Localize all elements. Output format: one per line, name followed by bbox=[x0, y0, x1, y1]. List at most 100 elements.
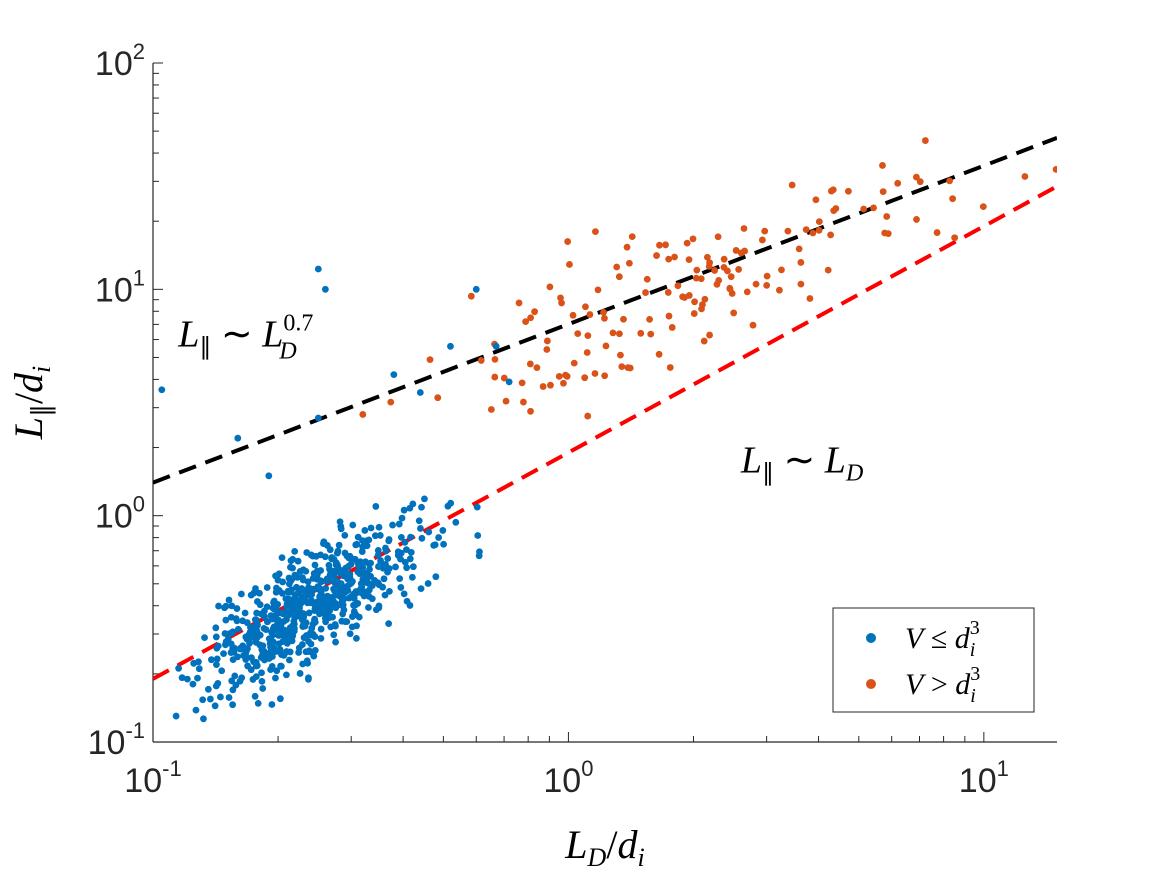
data-point bbox=[317, 577, 325, 585]
data-point bbox=[392, 563, 399, 571]
data-point bbox=[735, 266, 743, 273]
data-point bbox=[218, 667, 226, 675]
data-point bbox=[291, 571, 299, 579]
data-point bbox=[384, 555, 392, 562]
data-point bbox=[371, 532, 379, 540]
data-point bbox=[374, 551, 382, 559]
data-point bbox=[305, 674, 312, 682]
data-point bbox=[860, 205, 868, 213]
data-point bbox=[256, 589, 263, 597]
data-point bbox=[812, 196, 820, 204]
data-point bbox=[417, 585, 425, 593]
data-point bbox=[674, 282, 682, 290]
data-point bbox=[213, 661, 220, 668]
data-point bbox=[912, 173, 920, 181]
data-point bbox=[305, 609, 313, 617]
data-point bbox=[296, 611, 304, 619]
data-point bbox=[797, 259, 805, 266]
data-point bbox=[401, 558, 409, 566]
data-point bbox=[365, 604, 372, 611]
data-point bbox=[424, 580, 432, 587]
data-point bbox=[518, 379, 526, 387]
data-point bbox=[979, 203, 987, 210]
data-point bbox=[400, 506, 408, 514]
data-point bbox=[407, 533, 414, 541]
data-point bbox=[278, 589, 286, 597]
data-point bbox=[341, 618, 349, 625]
data-point bbox=[248, 654, 255, 662]
data-point bbox=[354, 533, 362, 541]
data-point bbox=[543, 346, 551, 353]
data-point bbox=[317, 567, 325, 574]
data-point bbox=[371, 577, 378, 584]
data-point bbox=[274, 621, 281, 628]
data-point bbox=[252, 585, 259, 592]
y-tick-label: 100 bbox=[95, 492, 145, 536]
data-point bbox=[776, 286, 783, 294]
data-point bbox=[827, 187, 835, 195]
data-point bbox=[241, 609, 249, 617]
data-point bbox=[234, 653, 241, 661]
data-point bbox=[274, 576, 282, 584]
data-point bbox=[307, 640, 315, 648]
data-point bbox=[367, 524, 375, 532]
data-point bbox=[390, 371, 398, 379]
data-point bbox=[884, 230, 892, 238]
x-axis-label: LD/di bbox=[564, 822, 644, 872]
data-point bbox=[492, 342, 500, 350]
data-point bbox=[417, 525, 424, 532]
y-tick-label: 10-1 bbox=[88, 718, 145, 762]
data-point bbox=[178, 674, 186, 682]
data-point bbox=[403, 546, 410, 553]
data-point bbox=[259, 685, 267, 692]
data-point bbox=[701, 295, 709, 303]
data-point bbox=[409, 563, 417, 571]
data-point bbox=[557, 294, 564, 302]
data-point bbox=[200, 715, 207, 723]
data-point bbox=[691, 298, 698, 306]
data-point bbox=[421, 495, 428, 503]
data-point bbox=[827, 231, 835, 239]
data-point bbox=[894, 179, 902, 187]
data-point bbox=[234, 434, 242, 442]
data-point bbox=[408, 573, 416, 581]
data-point bbox=[267, 666, 274, 673]
data-point bbox=[201, 634, 208, 642]
data-point bbox=[685, 292, 693, 299]
data-point bbox=[204, 685, 212, 693]
data-point bbox=[562, 371, 569, 379]
data-point bbox=[758, 236, 766, 244]
data-point bbox=[558, 299, 565, 307]
data-point bbox=[268, 701, 276, 708]
data-point bbox=[697, 275, 705, 283]
data-point bbox=[265, 472, 273, 480]
data-point bbox=[284, 600, 292, 607]
data-point bbox=[505, 378, 513, 386]
data-point bbox=[582, 303, 589, 311]
data-point bbox=[714, 233, 722, 241]
data-point bbox=[278, 554, 286, 562]
data-point bbox=[527, 314, 535, 322]
data-point bbox=[625, 259, 633, 267]
data-point bbox=[212, 633, 220, 641]
data-point bbox=[236, 677, 244, 685]
data-point bbox=[763, 272, 771, 280]
data-point bbox=[242, 656, 250, 663]
data-point bbox=[647, 330, 655, 338]
data-point bbox=[365, 536, 373, 544]
data-point bbox=[253, 598, 261, 605]
data-point bbox=[656, 241, 663, 249]
data-point bbox=[332, 622, 339, 630]
data-point bbox=[628, 233, 636, 241]
data-point bbox=[406, 602, 414, 609]
data-point bbox=[314, 583, 322, 591]
data-point bbox=[183, 675, 191, 683]
data-point bbox=[199, 696, 207, 704]
data-point bbox=[296, 604, 303, 612]
data-point bbox=[951, 234, 959, 242]
data-point bbox=[340, 572, 348, 580]
data-point bbox=[452, 518, 460, 526]
data-point bbox=[206, 695, 214, 703]
data-point bbox=[916, 178, 924, 186]
